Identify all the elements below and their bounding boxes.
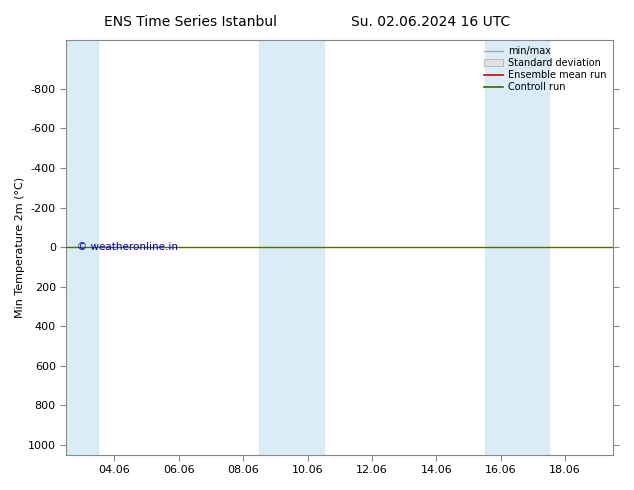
Bar: [66, 40, 98, 455]
Legend: min/max, Standard deviation, Ensemble mean run, Controll run: min/max, Standard deviation, Ensemble me…: [482, 45, 609, 94]
Bar: [259, 40, 324, 455]
Bar: [484, 40, 549, 455]
Y-axis label: Min Temperature 2m (°C): Min Temperature 2m (°C): [15, 176, 25, 318]
Text: Su. 02.06.2024 16 UTC: Su. 02.06.2024 16 UTC: [351, 15, 511, 29]
Text: ENS Time Series Istanbul: ENS Time Series Istanbul: [104, 15, 276, 29]
Text: © weatheronline.in: © weatheronline.in: [77, 242, 178, 252]
